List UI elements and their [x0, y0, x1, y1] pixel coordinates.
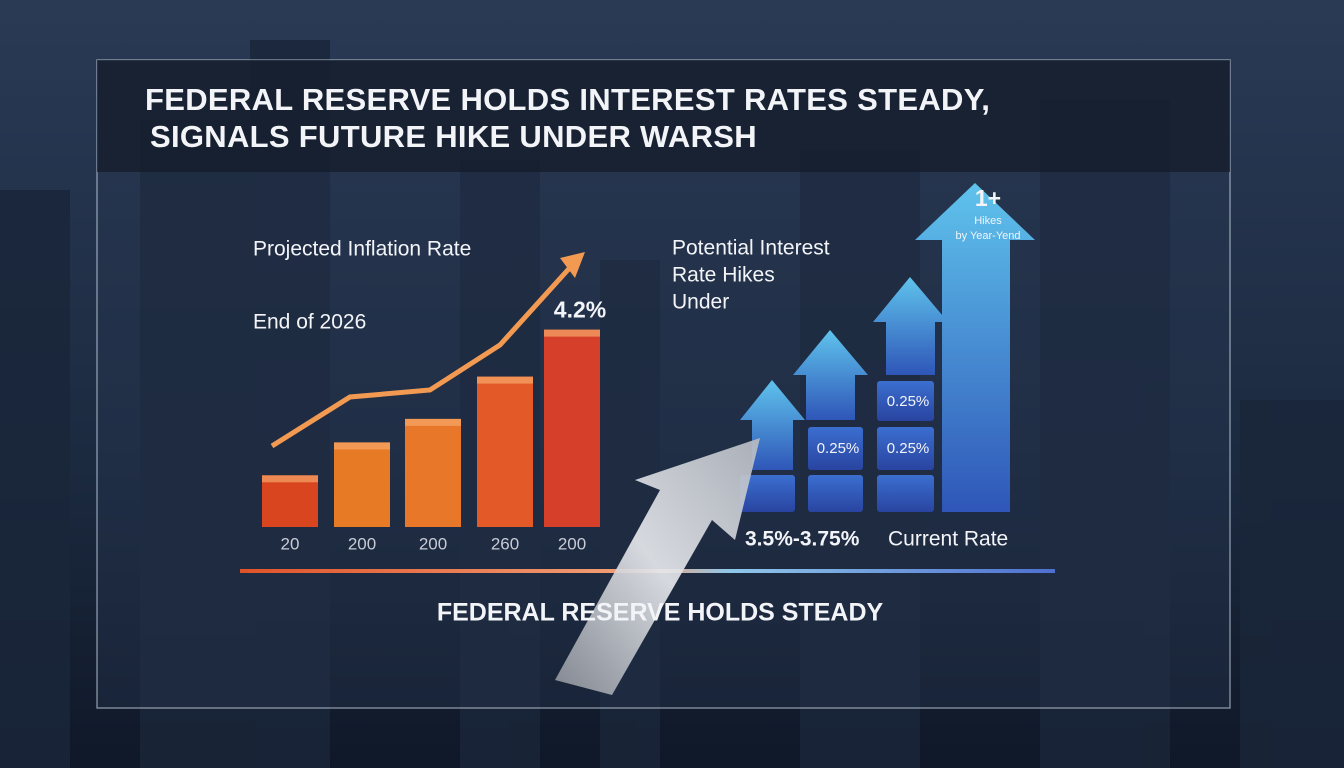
- current-rate-label: Current Rate: [888, 528, 1008, 551]
- rate-steps: [740, 183, 1035, 512]
- step-label: 0.25%: [817, 440, 860, 457]
- headline: FEDERAL RESERVE HOLDS INTEREST RATES STE…: [145, 82, 990, 117]
- panel-title: Rate Hikes: [672, 264, 775, 287]
- top-label: 1+: [975, 185, 1001, 211]
- bar-top: [477, 376, 533, 384]
- chart-title: Projected Inflation Rate: [253, 238, 471, 261]
- x-tick-label: 200: [419, 534, 447, 553]
- step-label: 0.25%: [887, 393, 930, 410]
- bar: [334, 442, 390, 527]
- trend-arrow-head: [560, 252, 585, 278]
- silver-arrow: [555, 438, 760, 695]
- x-tick-label: 20: [281, 534, 300, 553]
- bar-top: [544, 329, 600, 337]
- bar-top: [405, 418, 461, 426]
- panel-title: Under: [672, 291, 729, 314]
- current-rate: 3.5%-3.75%: [745, 528, 860, 551]
- trend-arrow: [270, 260, 577, 449]
- chart-subtitle: End of 2026: [253, 311, 366, 334]
- x-tick-label: 200: [348, 534, 376, 553]
- bar: [477, 376, 533, 527]
- footer-title: FEDERAL RESERVE HOLDS STEADY: [437, 599, 884, 627]
- bar: [405, 418, 461, 527]
- top-caption: by Year-Yend: [955, 230, 1020, 242]
- top-caption: Hikes: [974, 215, 1002, 227]
- step-label: 0.25%: [887, 440, 930, 457]
- x-tick-label: 200: [558, 534, 586, 553]
- bar-top: [334, 442, 390, 450]
- panel-title: Potential Interest: [672, 237, 830, 260]
- bar: [262, 475, 318, 527]
- value-label: 4.2%: [554, 297, 606, 323]
- headline: SIGNALS FUTURE HIKE UNDER WARSH: [150, 119, 757, 154]
- bar-top: [262, 475, 318, 483]
- x-tick-label: 260: [491, 534, 519, 553]
- bar: [544, 329, 600, 527]
- header-band: [97, 60, 1230, 172]
- bar-chart: 20 200 200 260 4.2% 200: [262, 297, 606, 553]
